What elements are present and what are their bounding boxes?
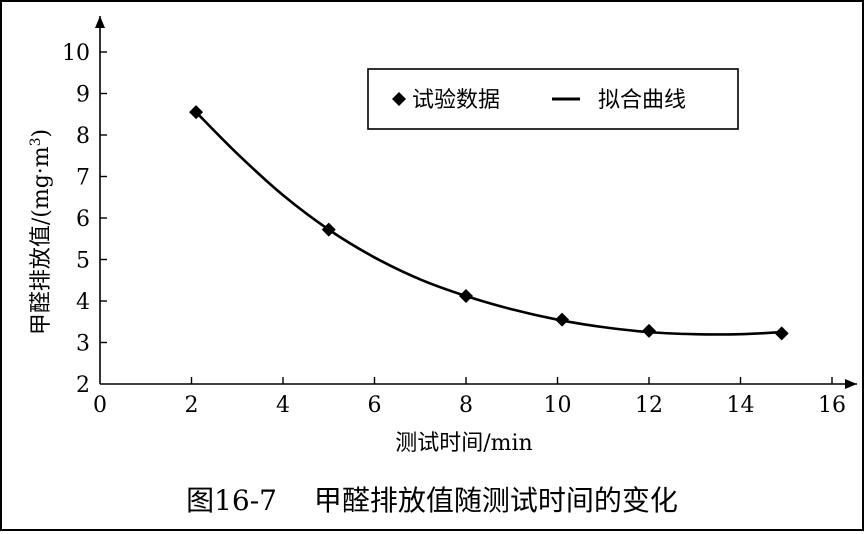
data-point <box>321 222 336 237</box>
x-tick-label: 12 <box>635 393 663 418</box>
data-point <box>459 289 473 304</box>
data-points-layer <box>189 105 789 341</box>
legend: 试验数据 拟合曲线 <box>367 68 739 130</box>
x-tick-label: 14 <box>727 393 755 418</box>
x-tick-label: 10 <box>544 393 572 418</box>
y-axis-title-close: ) <box>29 129 54 138</box>
y-axis-arrow <box>95 16 105 28</box>
data-point <box>189 105 204 120</box>
x-tick-label: 0 <box>93 393 107 418</box>
y-axis-title-sup: 3 <box>28 137 44 146</box>
y-tick-label: 7 <box>76 166 90 191</box>
data-point <box>774 326 789 341</box>
y-axis-title: 甲醛排放值/(mg·m3) <box>28 129 54 335</box>
y-tick-label: 9 <box>76 83 90 108</box>
y-tick-label: 6 <box>76 207 90 232</box>
legend-label-fit: 拟合曲线 <box>598 88 686 113</box>
data-point <box>642 323 656 338</box>
fit-curve-line <box>195 111 782 336</box>
axes <box>95 16 857 389</box>
y-tick-label: 10 <box>62 41 90 66</box>
y-tick-label: 2 <box>76 373 90 398</box>
figure-caption: 图16-7 甲醛排放值随测试时间的变化 <box>186 484 678 517</box>
x-tick-label: 2 <box>185 393 199 418</box>
y-axis-title-main: 甲醛排放值/(mg·m <box>29 146 54 335</box>
x-tick-label: 8 <box>459 393 473 418</box>
legend-label-data: 试验数据 <box>412 88 500 113</box>
y-tick-label: 4 <box>76 290 90 315</box>
legend-diamond-marker <box>392 92 406 106</box>
x-tick-label: 4 <box>276 393 290 418</box>
y-tick-label: 8 <box>76 124 90 149</box>
x-axis-title: 测试时间/min <box>395 431 532 456</box>
x-axis-arrow <box>845 379 857 389</box>
y-tick-label: 5 <box>76 249 90 274</box>
data-point <box>555 312 570 327</box>
fit-curve-layer <box>195 111 782 336</box>
y-tick-label: 3 <box>76 332 90 357</box>
x-tick-label: 16 <box>818 393 846 418</box>
x-tick-label: 6 <box>368 393 382 418</box>
